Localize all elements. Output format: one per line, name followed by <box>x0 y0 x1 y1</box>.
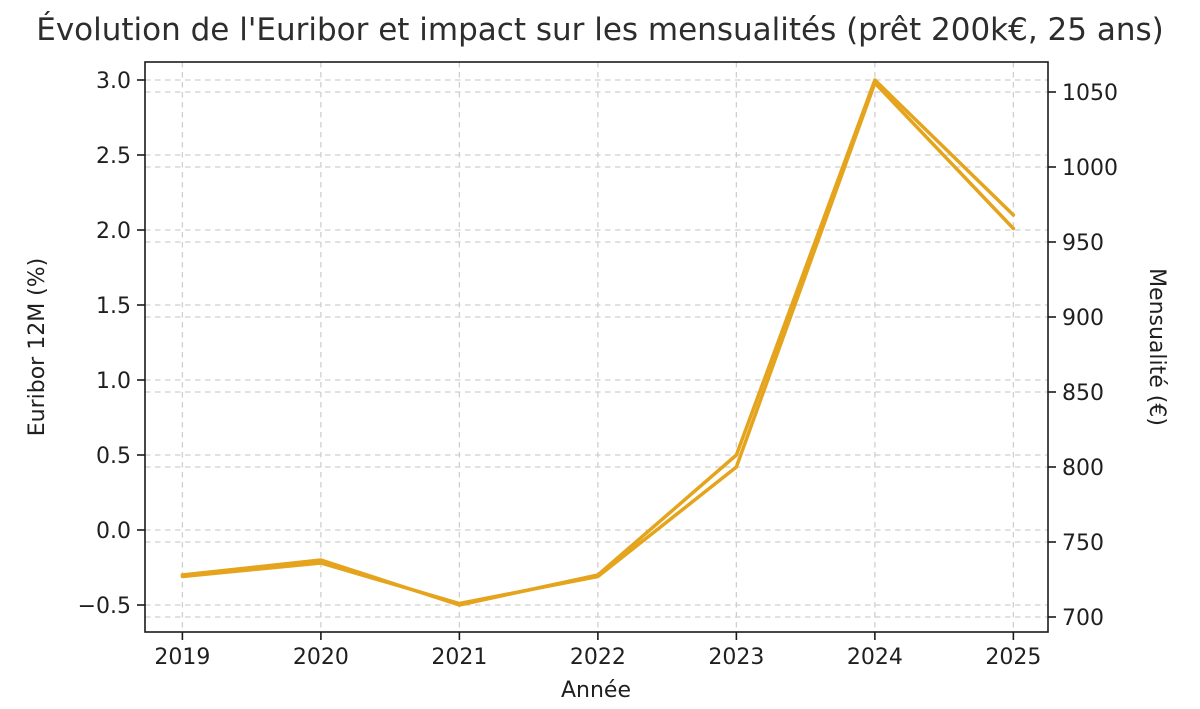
right-tick-label: 1050 <box>1062 81 1118 106</box>
tick-labels: 2019 2020 2021 2022 2023 2024 2025 3.0 2.5 2.0 1.5… <box>78 69 1118 670</box>
right-axis-label: Mensualité (€) <box>1144 268 1169 426</box>
x-axis-label: Année <box>561 678 631 703</box>
right-tick-label: 750 <box>1062 531 1104 556</box>
left-axis-label: Euribor 12M (%) <box>25 258 50 437</box>
x-tick-label: 2023 <box>708 645 764 670</box>
axes <box>137 61 1056 640</box>
mensualite-line <box>180 81 1016 606</box>
left-tick-label: −0.5 <box>78 594 131 619</box>
left-tick-label: 2.5 <box>96 144 131 169</box>
chart-title: Évolution de l'Euribor et impact sur les… <box>36 12 1164 48</box>
right-tick-label: 850 <box>1062 381 1104 406</box>
right-tick-label: 800 <box>1062 456 1104 481</box>
left-tick-label: 2.0 <box>96 219 131 244</box>
plot-spines <box>144 61 1049 633</box>
x-tick-label: 2025 <box>985 645 1041 670</box>
right-tick-label: 900 <box>1062 306 1104 331</box>
right-tick-label: 950 <box>1062 231 1104 256</box>
left-tick-label: 1.0 <box>96 369 131 394</box>
right-tick-label: 1000 <box>1062 156 1118 181</box>
x-tick-label: 2020 <box>293 645 349 670</box>
data-series <box>180 78 1016 607</box>
x-tick-label: 2024 <box>847 645 903 670</box>
x-tick-label: 2022 <box>570 645 626 670</box>
left-tick-label: 3.0 <box>96 69 131 94</box>
x-tick-label: 2021 <box>431 645 487 670</box>
left-tick-label: 0.0 <box>96 519 131 544</box>
gridlines <box>145 62 1048 632</box>
left-tick-label: 1.5 <box>96 294 131 319</box>
x-tick-label: 2019 <box>154 645 210 670</box>
right-tick-label: 700 <box>1062 606 1104 631</box>
left-tick-label: 0.5 <box>96 444 131 469</box>
